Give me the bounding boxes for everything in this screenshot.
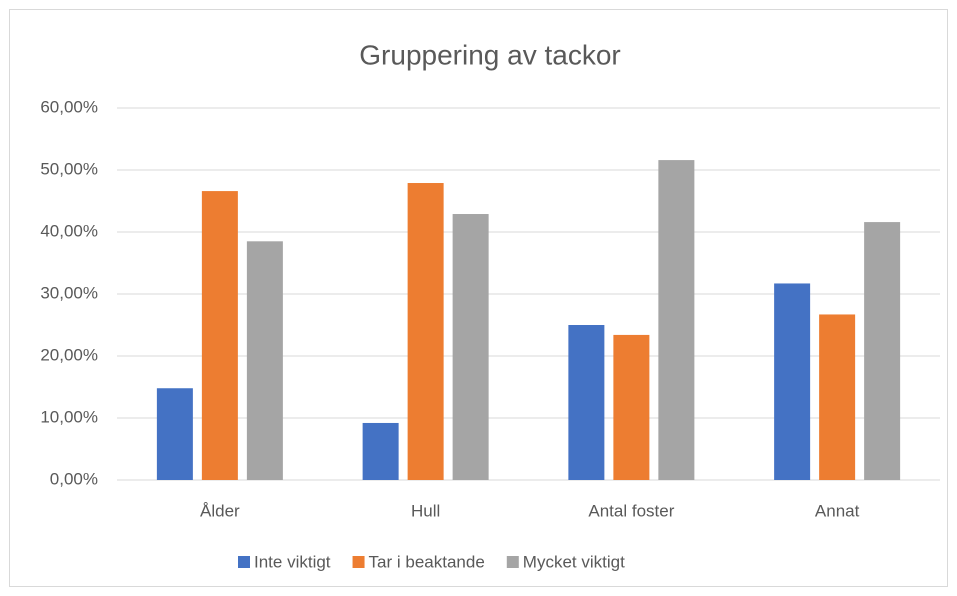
legend-swatch	[506, 556, 519, 568]
bar	[362, 422, 399, 480]
bar	[407, 183, 444, 480]
y-tick-label: 30,00%	[40, 283, 98, 302]
bar	[156, 388, 193, 480]
x-tick-label: Hull	[411, 501, 440, 520]
bar	[246, 241, 283, 480]
y-tick-label: 0,00%	[50, 469, 98, 488]
bar	[864, 222, 901, 480]
bar	[774, 283, 811, 480]
bar	[568, 325, 605, 480]
legend-label: Mycket viktigt	[523, 552, 625, 571]
y-tick-label: 40,00%	[40, 221, 98, 240]
legend-label: Tar i beaktande	[369, 552, 485, 571]
x-tick-label: Antal foster	[588, 501, 674, 520]
chart-title: Gruppering av tackor	[359, 39, 620, 70]
legend-label: Inte viktigt	[254, 552, 331, 571]
y-tick-label: 50,00%	[40, 159, 98, 178]
x-tick-label: Ålder	[200, 501, 240, 520]
y-tick-label: 60,00%	[40, 97, 98, 116]
legend-swatch	[238, 556, 250, 568]
x-tick-label: Annat	[815, 501, 860, 520]
bar	[201, 191, 238, 480]
bar	[613, 334, 650, 480]
bar	[819, 314, 856, 480]
legend-swatch	[352, 556, 365, 568]
y-tick-label: 10,00%	[40, 407, 98, 426]
y-tick-label: 20,00%	[40, 345, 98, 364]
bar	[658, 160, 695, 480]
bar	[452, 214, 489, 480]
